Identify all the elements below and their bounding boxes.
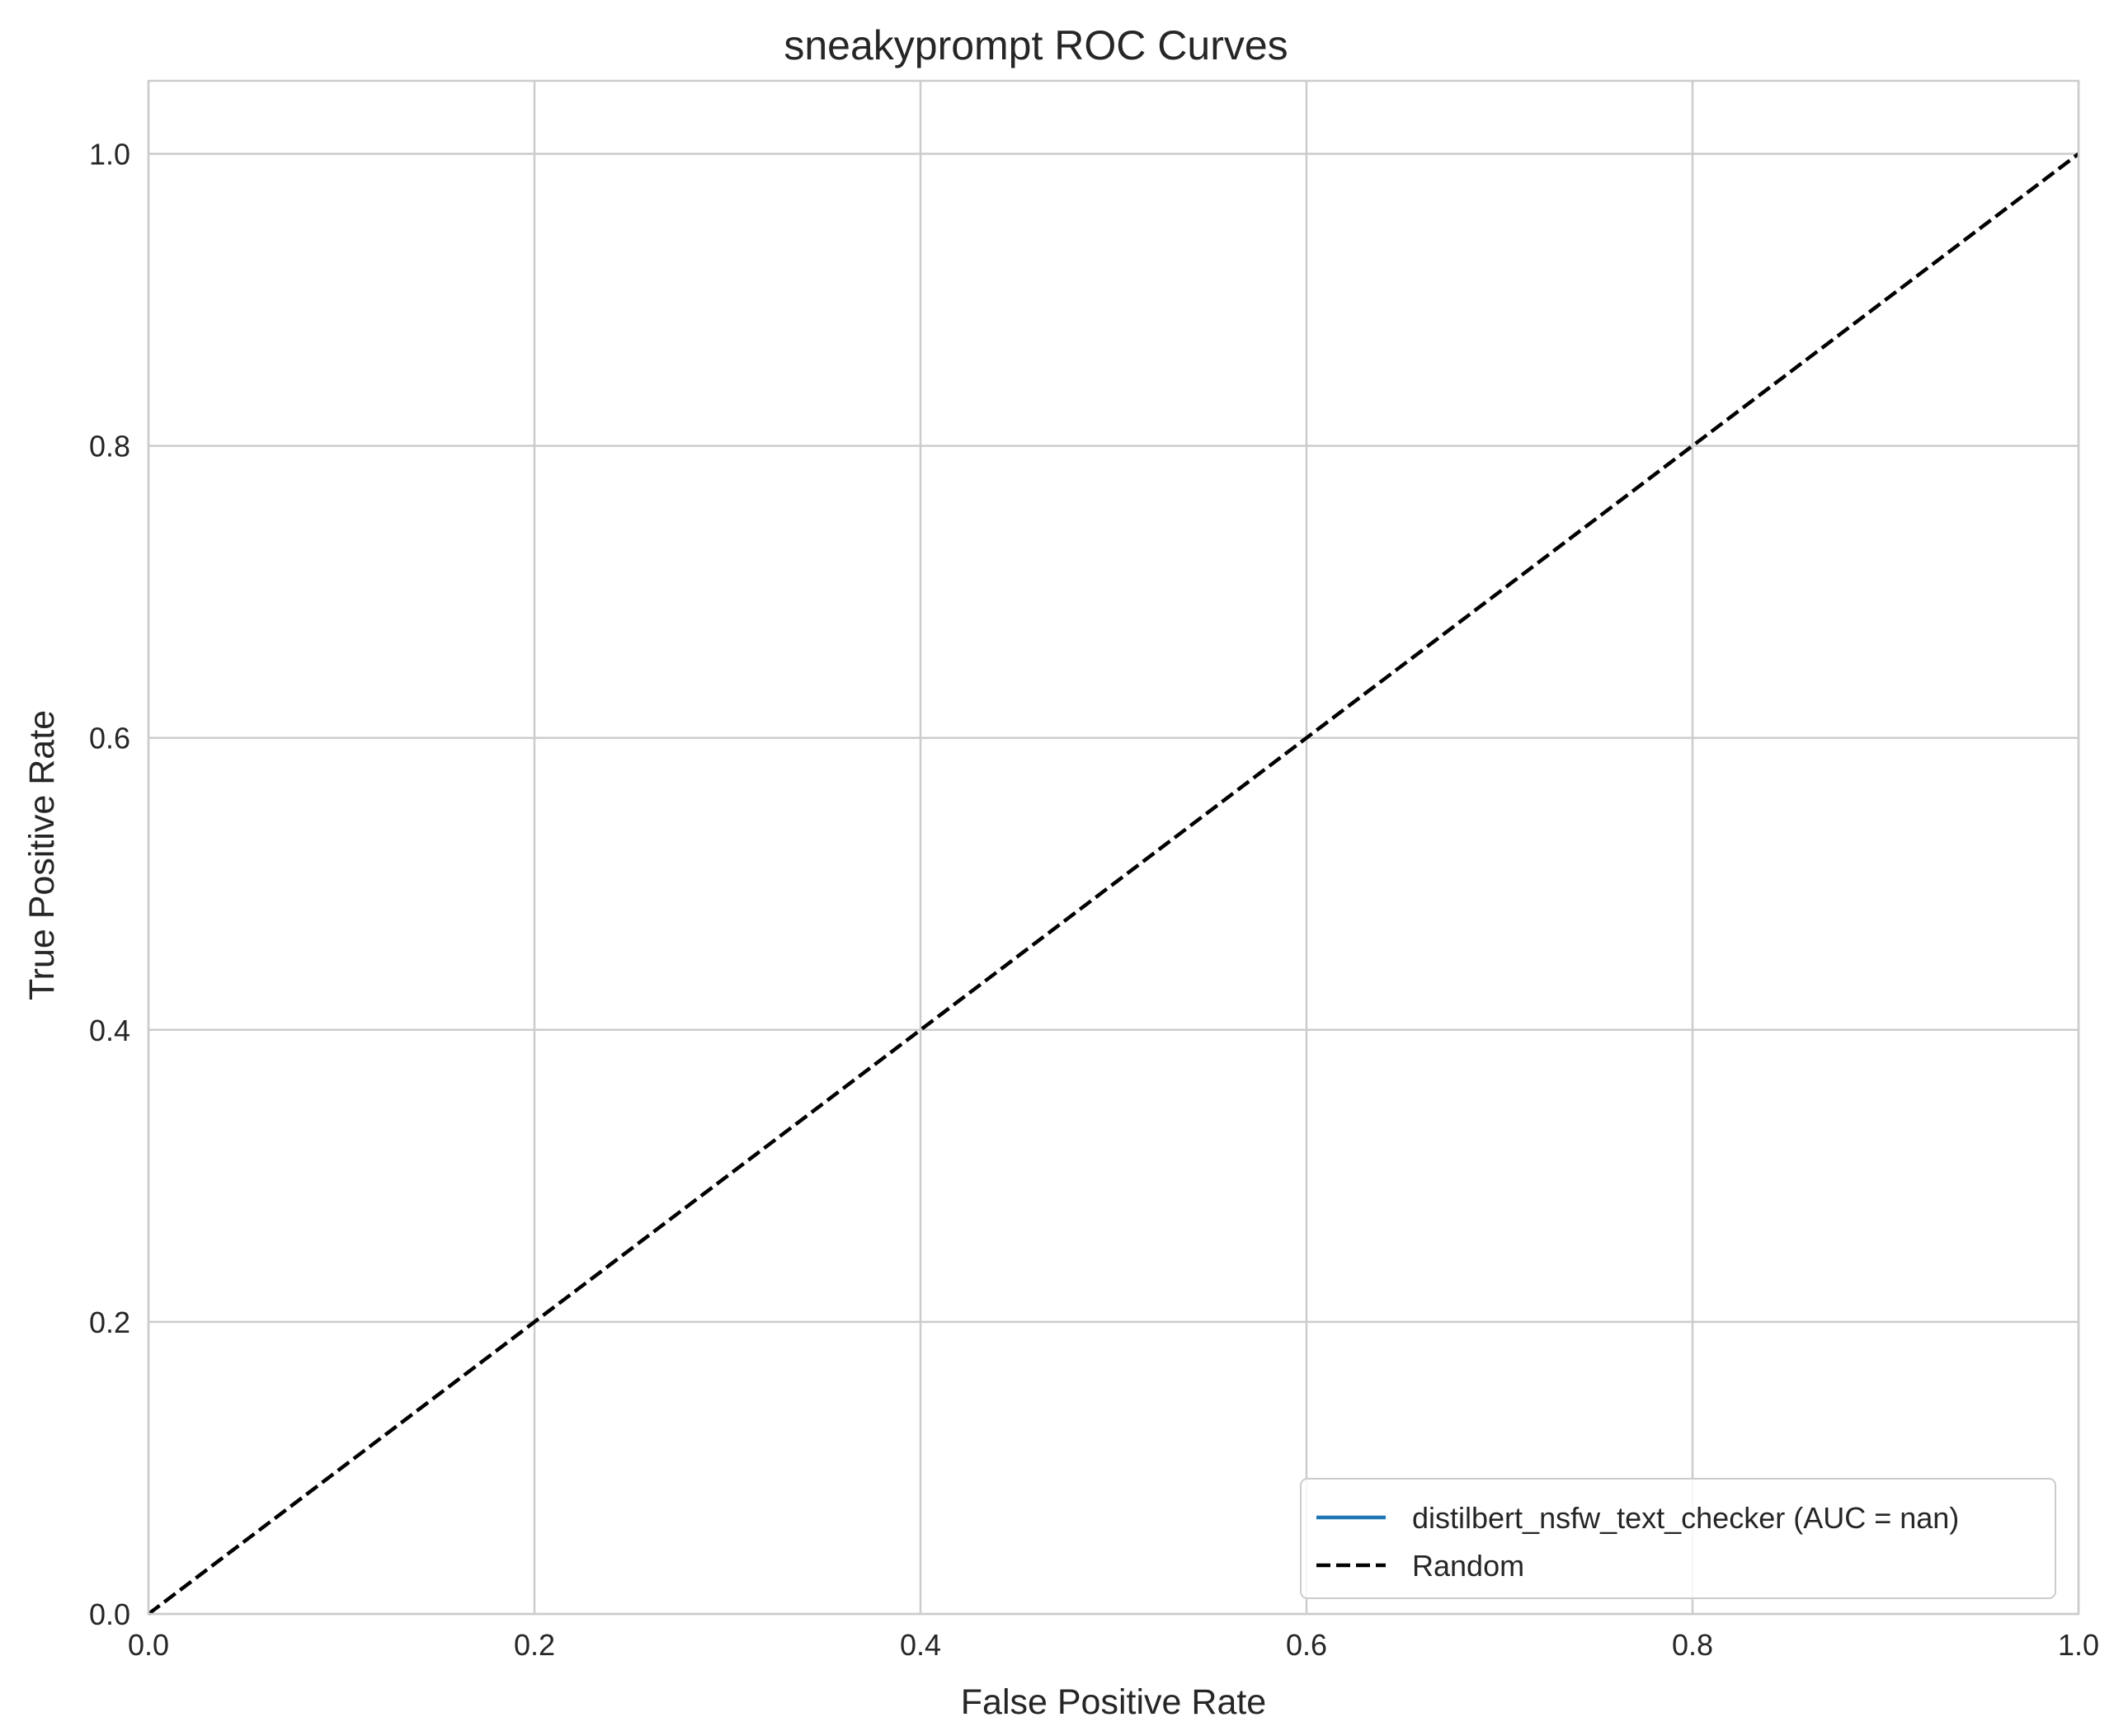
legend-label: Random <box>1412 1549 1524 1583</box>
y-tick-label: 1.0 <box>89 138 130 172</box>
legend-box <box>1300 1478 2056 1599</box>
y-tick-label: 0.0 <box>89 1597 130 1631</box>
y-tick-label: 0.8 <box>89 430 130 463</box>
x-tick-label: 0.8 <box>1672 1628 1713 1662</box>
x-axis-label: False Positive Rate <box>961 1682 1266 1722</box>
series-line-random <box>147 152 2080 1616</box>
x-tick-label: 1.0 <box>2058 1628 2099 1662</box>
x-tick-label: 0.6 <box>1286 1628 1327 1662</box>
x-tick-label: 0.4 <box>900 1628 941 1662</box>
legend-items: distilbert_nsfw_text_checker (AUC = nan)… <box>1316 1501 1959 1583</box>
chart-title: sneakyprompt ROC Curves <box>784 22 1288 68</box>
y-axis-label: True Positive Rate <box>22 710 62 1000</box>
y-tick-label: 0.2 <box>89 1306 130 1339</box>
x-tick-label: 0.0 <box>128 1628 169 1662</box>
y-tick-label: 0.6 <box>89 722 130 755</box>
x-tick-label: 0.2 <box>514 1628 555 1662</box>
plot-frame <box>147 79 2080 1616</box>
plot-lines <box>147 152 2080 1616</box>
y-tick-label: 0.4 <box>89 1014 130 1047</box>
y-tick-labels: 0.0 0.2 0.4 0.6 0.8 1.0 <box>89 138 130 1631</box>
legend: distilbert_nsfw_text_checker (AUC = nan)… <box>1300 1478 2056 1599</box>
x-tick-labels: 0.0 0.2 0.4 0.6 0.8 1.0 <box>128 1628 2099 1662</box>
legend-label: distilbert_nsfw_text_checker (AUC = nan) <box>1412 1501 1959 1535</box>
